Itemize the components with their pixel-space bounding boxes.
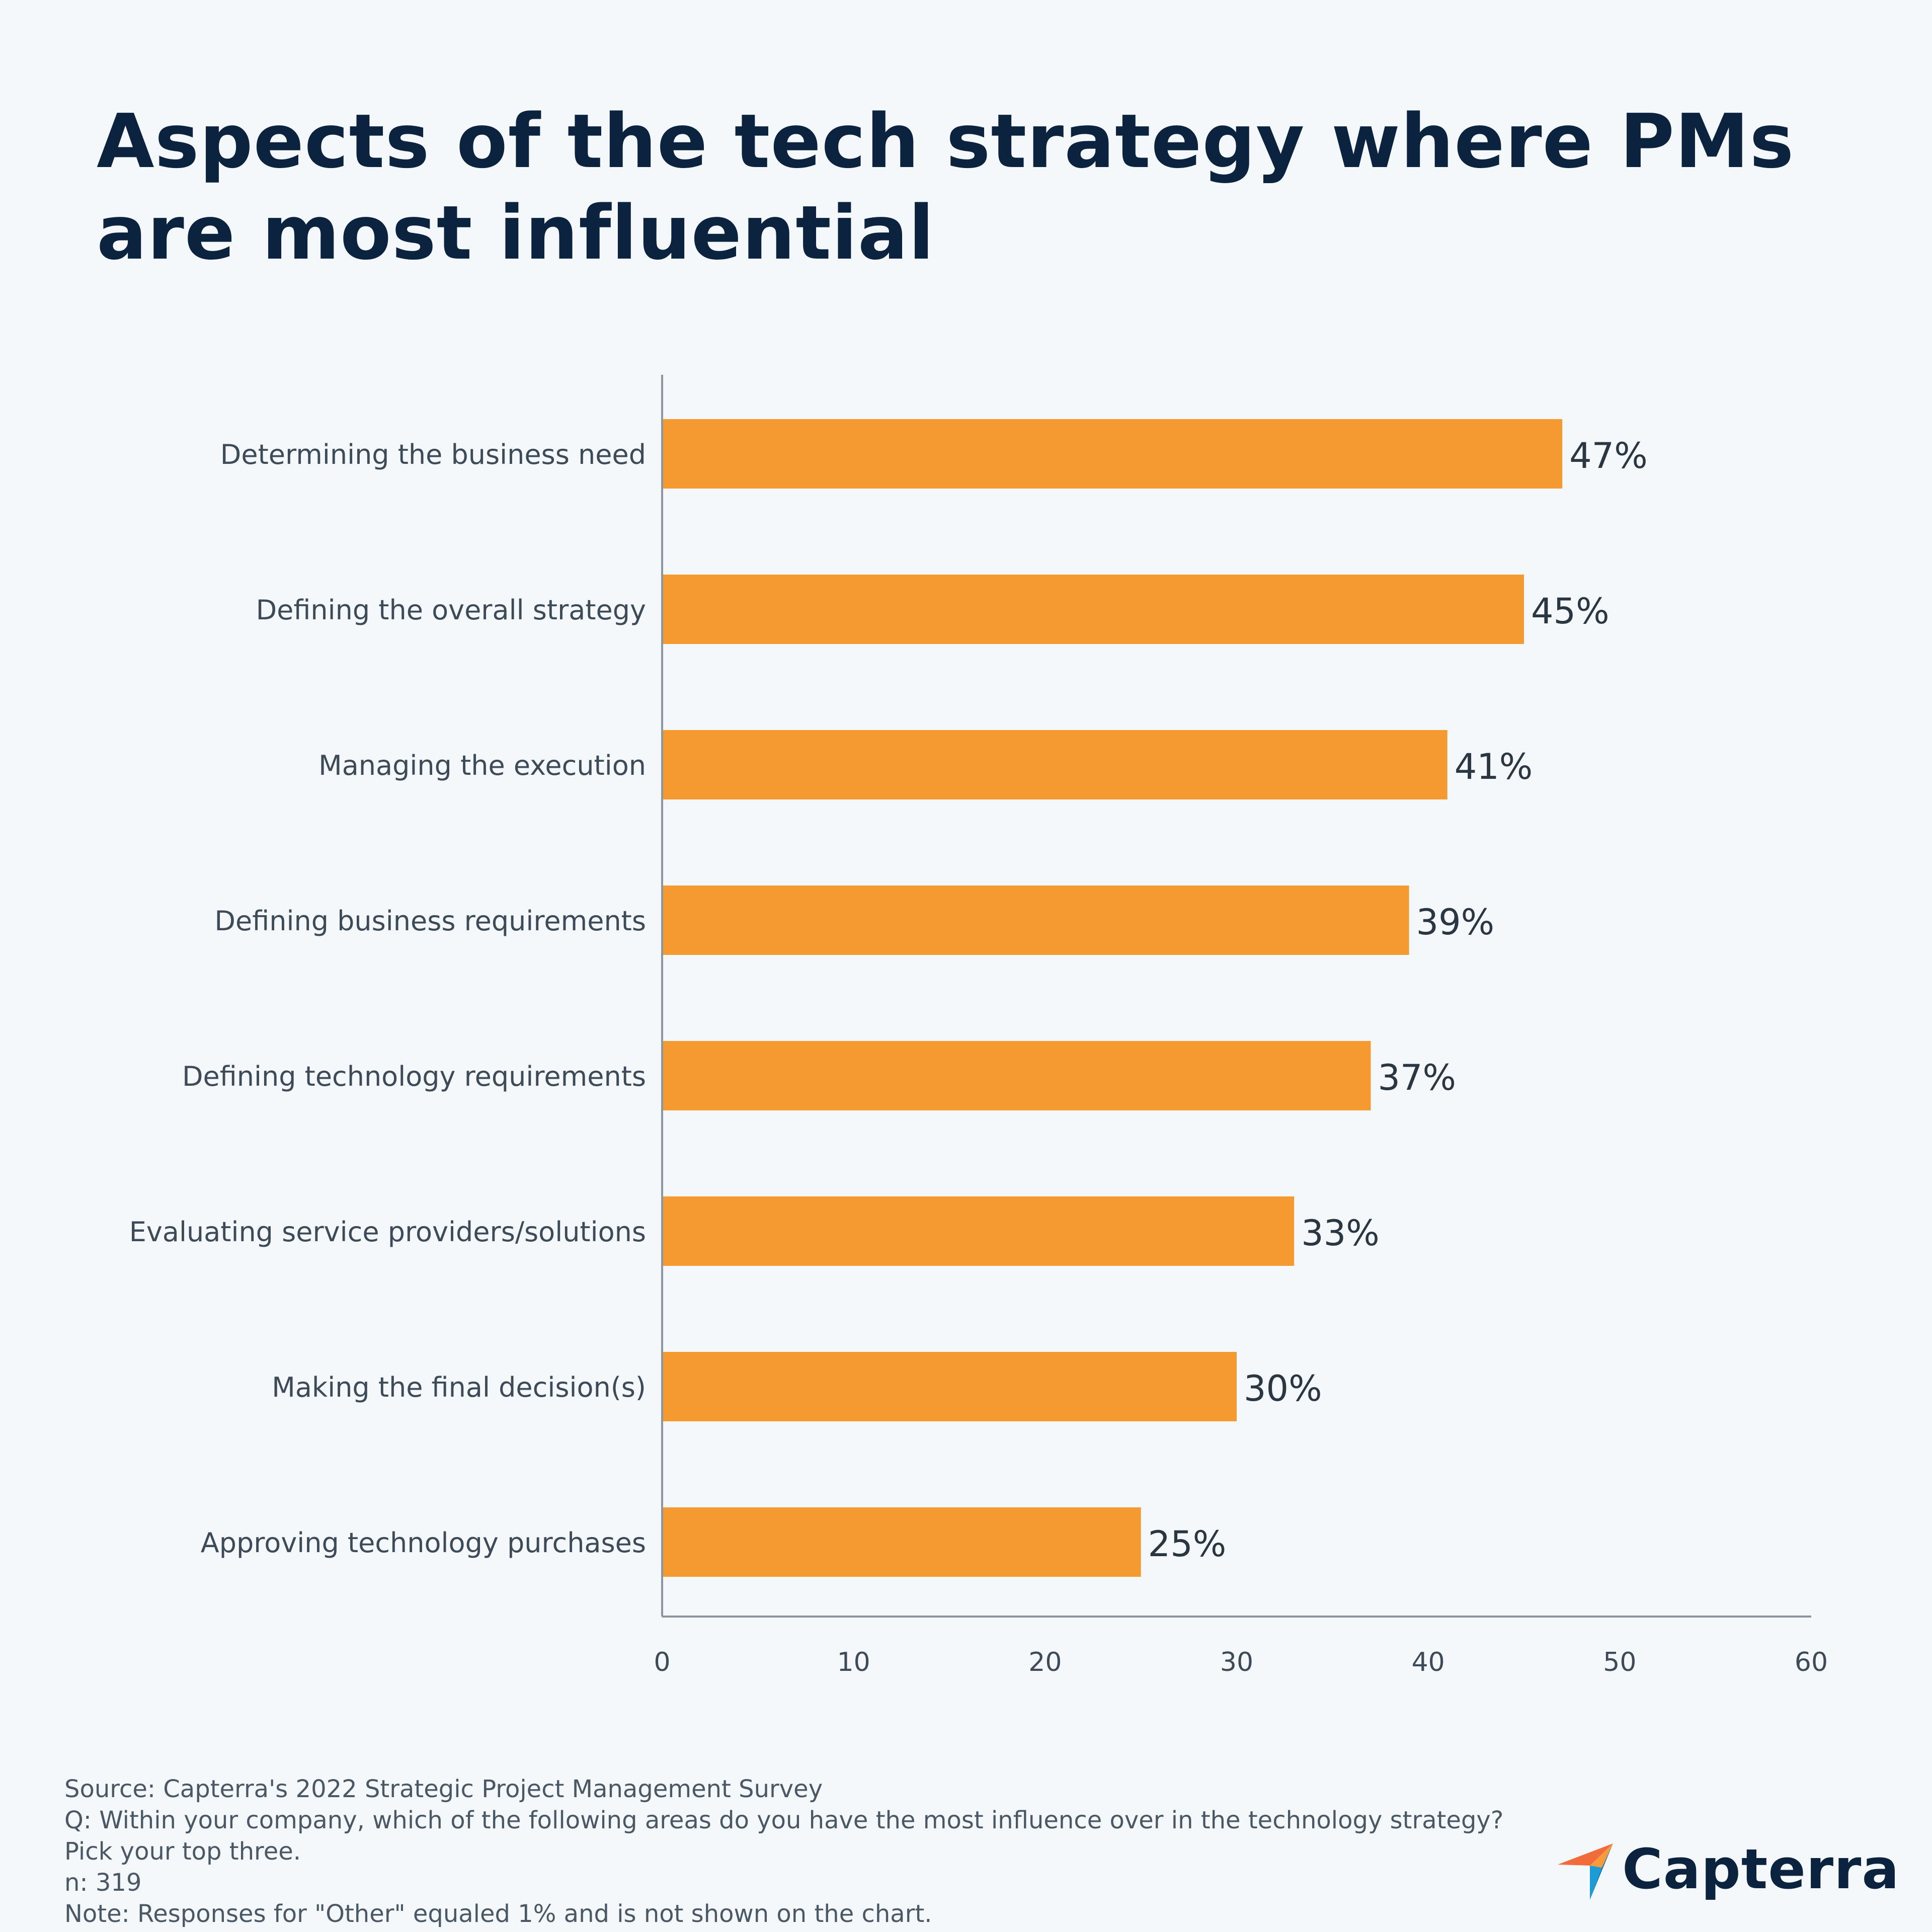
bar: [662, 886, 1409, 955]
value-label: 37%: [1378, 1057, 1456, 1098]
bar: [662, 419, 1563, 489]
category-label: Evaluating service providers/solutions: [129, 1216, 646, 1248]
category-label: Determining the business need: [220, 439, 646, 470]
bar: [662, 1041, 1371, 1110]
footnote-source: Source: Capterra's 2022 Strategic Projec…: [64, 1775, 823, 1803]
x-tick-label: 60: [1795, 1647, 1828, 1677]
capterra-logo: Capterra: [1554, 1831, 1900, 1907]
category-label: Managing the execution: [318, 750, 646, 781]
x-tick-label: 10: [837, 1647, 870, 1677]
logo-wordmark: Capterra: [1622, 1837, 1900, 1901]
bars-group: Determining the business need 47% Defining…: [129, 419, 1648, 1577]
footnote-question: Q: Within your company, which of the fol…: [64, 1806, 1504, 1834]
value-label: 41%: [1455, 746, 1533, 787]
category-label: Defining the overall strategy: [256, 594, 646, 626]
footnote: Source: Capterra's 2022 Strategic Projec…: [64, 1774, 1503, 1929]
bar: [662, 1352, 1237, 1421]
chart-title: Aspects of the tech strategy where PMs a…: [97, 98, 1795, 276]
category-label: Defining business requirements: [214, 905, 646, 937]
bar: [662, 575, 1524, 644]
footnote-note: Note: Responses for "Other" equaled 1% a…: [64, 1900, 932, 1928]
category-label: Defining technology requirements: [182, 1061, 646, 1092]
value-label: 30%: [1244, 1368, 1322, 1409]
axis-group: 0 10 20 30 40 50 60: [654, 375, 1828, 1677]
category-label: Making the final decision(s): [272, 1372, 646, 1403]
x-tick-label: 40: [1412, 1647, 1445, 1677]
bar: [662, 1196, 1295, 1266]
footnote-question-cont: Pick your top three.: [64, 1837, 301, 1866]
capterra-arrow-icon: [1558, 1843, 1613, 1900]
x-tick-label: 30: [1220, 1647, 1253, 1677]
value-label: 25%: [1148, 1523, 1227, 1565]
value-label: 39%: [1416, 902, 1495, 943]
bar: [662, 1507, 1141, 1577]
value-label: 33%: [1301, 1213, 1380, 1254]
value-label: 47%: [1569, 435, 1648, 476]
category-label: Approving technology purchases: [201, 1527, 646, 1559]
value-label: 45%: [1531, 591, 1609, 632]
x-tick-label: 50: [1603, 1647, 1636, 1677]
x-tick-label: 20: [1028, 1647, 1062, 1677]
footnote-sample-size: n: 319: [64, 1869, 142, 1897]
x-tick-label: 0: [654, 1647, 670, 1677]
bar: [662, 730, 1447, 799]
